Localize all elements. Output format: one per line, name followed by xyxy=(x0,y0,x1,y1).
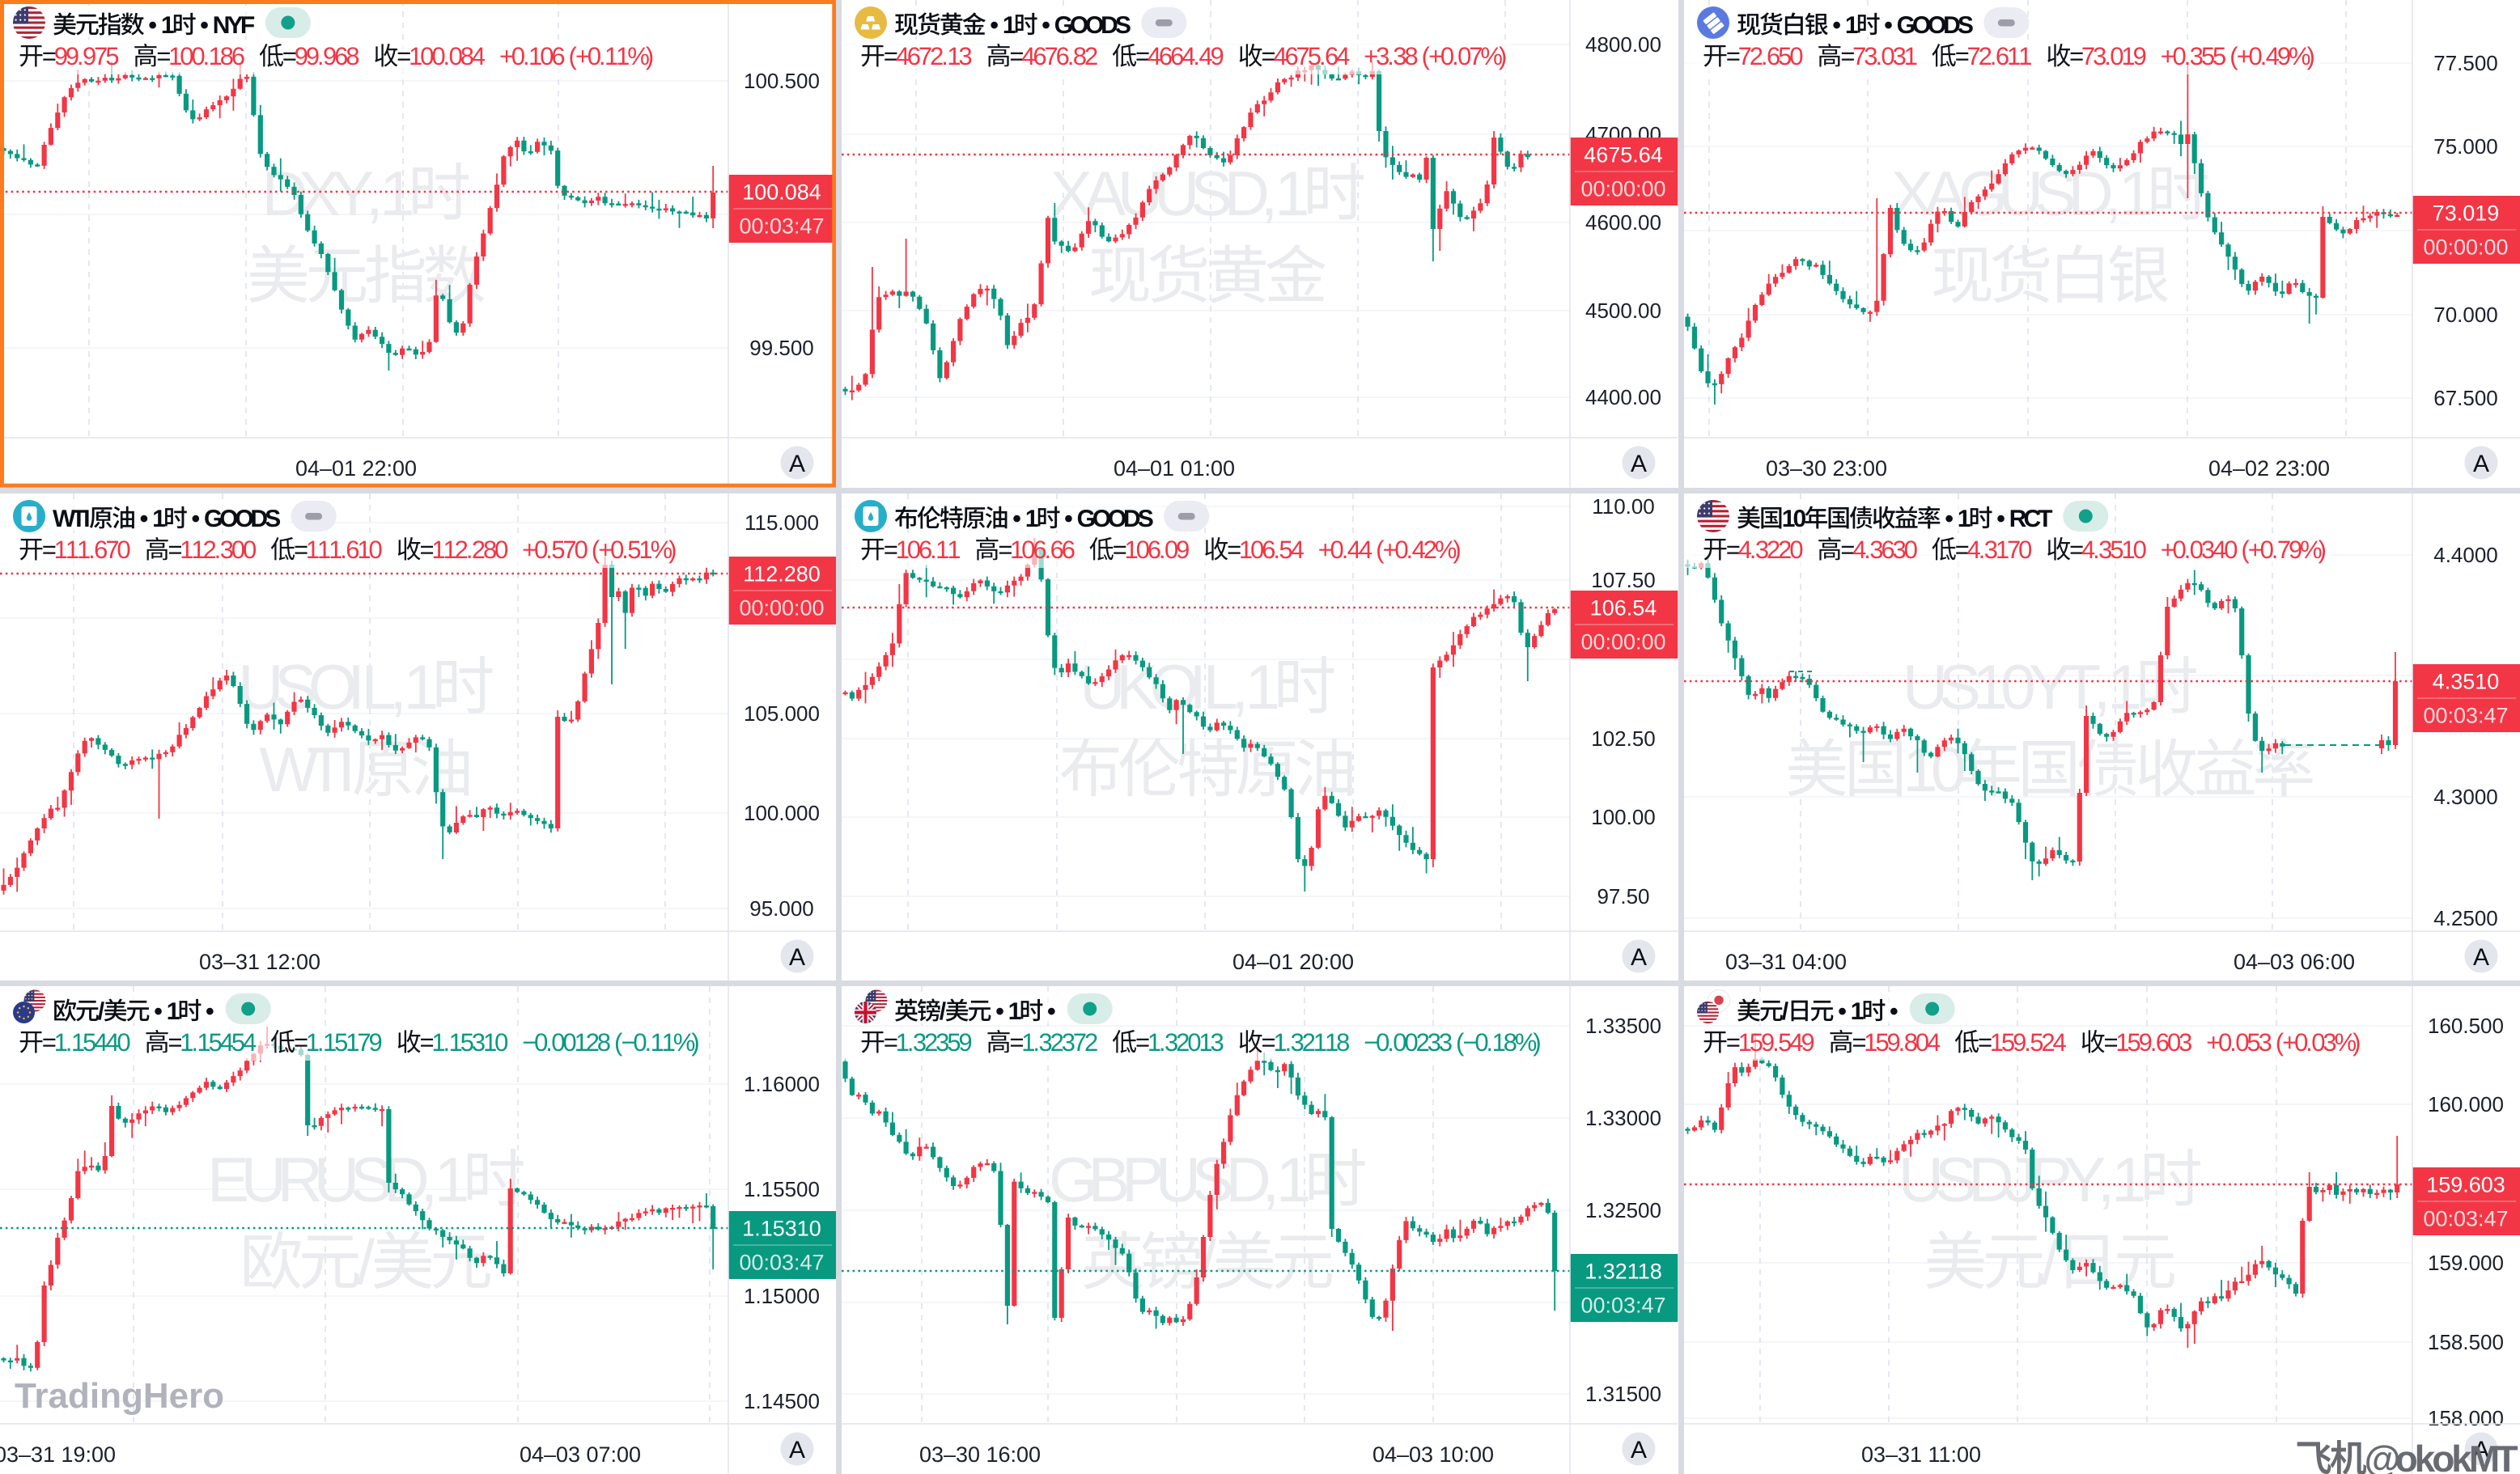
svg-text:100.084: 100.084 xyxy=(742,180,821,204)
svg-text:4.2500: 4.2500 xyxy=(2433,906,2497,930)
svg-text:107.50: 107.50 xyxy=(1592,568,1656,592)
svg-text:112.280: 112.280 xyxy=(743,561,821,586)
svg-text:70.000: 70.000 xyxy=(2433,303,2497,327)
svg-text:TradingHero: TradingHero xyxy=(15,1376,224,1416)
svg-text:1.14500: 1.14500 xyxy=(744,1389,820,1413)
svg-text:97.50: 97.50 xyxy=(1597,884,1650,909)
svg-text:00:00:00: 00:00:00 xyxy=(1581,629,1666,654)
svg-text:A: A xyxy=(1631,944,1647,971)
svg-text:1.31500: 1.31500 xyxy=(1585,1382,1661,1406)
svg-text:00:03:47: 00:03:47 xyxy=(2423,703,2508,727)
svg-text:00:03:47: 00:03:47 xyxy=(739,1251,824,1275)
svg-text:110.00: 110.00 xyxy=(1593,494,1656,519)
svg-text:03–30 23:00: 03–30 23:00 xyxy=(1766,456,1887,481)
svg-text:160.000: 160.000 xyxy=(2428,1092,2504,1116)
svg-text:100.500: 100.500 xyxy=(744,69,820,93)
svg-text:A: A xyxy=(2473,1437,2489,1463)
svg-text:00:00:00: 00:00:00 xyxy=(739,595,824,620)
svg-text:159.000: 159.000 xyxy=(2428,1251,2504,1275)
svg-text:100.00: 100.00 xyxy=(1592,805,1656,829)
svg-text:4.3000: 4.3000 xyxy=(2433,785,2497,809)
svg-text:4500.00: 4500.00 xyxy=(1585,299,1661,323)
svg-text:03–30 16:00: 03–30 16:00 xyxy=(919,1442,1041,1467)
svg-text:03–31 04:00: 03–31 04:00 xyxy=(1725,950,1847,974)
svg-text:73.019: 73.019 xyxy=(2432,201,2499,225)
svg-text:100.000: 100.000 xyxy=(744,801,820,825)
svg-text:00:00:00: 00:00:00 xyxy=(2423,235,2508,259)
svg-text:1.32118: 1.32118 xyxy=(1585,1260,1663,1284)
svg-text:158.500: 158.500 xyxy=(2428,1330,2504,1354)
svg-text:4.3510: 4.3510 xyxy=(2432,669,2499,693)
svg-text:A: A xyxy=(2473,944,2489,971)
svg-text:1.15500: 1.15500 xyxy=(744,1177,820,1201)
svg-text:00:03:47: 00:03:47 xyxy=(739,214,824,238)
svg-text:04–02 23:00: 04–02 23:00 xyxy=(2208,456,2330,481)
svg-text:4800.00: 4800.00 xyxy=(1585,32,1661,57)
svg-text:1.32500: 1.32500 xyxy=(1585,1198,1661,1222)
svg-text:A: A xyxy=(2473,451,2489,477)
svg-text:95.000: 95.000 xyxy=(749,896,813,921)
svg-text:04–03 06:00: 04–03 06:00 xyxy=(2234,950,2355,974)
svg-text:04–01 01:00: 04–01 01:00 xyxy=(1114,456,1235,481)
svg-text:1.33000: 1.33000 xyxy=(1585,1106,1661,1130)
svg-text:1.33500: 1.33500 xyxy=(1585,1014,1661,1038)
svg-text:67.500: 67.500 xyxy=(2433,386,2497,410)
svg-text:158.000: 158.000 xyxy=(2428,1406,2504,1430)
svg-text:A: A xyxy=(789,451,805,477)
svg-text:115.000: 115.000 xyxy=(745,510,819,535)
svg-text:4675.64: 4675.64 xyxy=(1585,142,1664,167)
svg-text:04–03 07:00: 04–03 07:00 xyxy=(520,1442,641,1467)
svg-text:00:03:47: 00:03:47 xyxy=(2423,1207,2508,1231)
svg-text:00:00:00: 00:00:00 xyxy=(1581,176,1666,201)
svg-text:159.603: 159.603 xyxy=(2426,1173,2505,1197)
svg-text:00:03:47: 00:03:47 xyxy=(1581,1294,1666,1318)
svg-text:160.500: 160.500 xyxy=(2428,1014,2504,1038)
svg-text:75.000: 75.000 xyxy=(2433,134,2497,159)
svg-text:1.15310: 1.15310 xyxy=(742,1217,821,1241)
svg-text:04–03 10:00: 04–03 10:00 xyxy=(1372,1442,1494,1467)
svg-text:1.16000: 1.16000 xyxy=(744,1072,820,1096)
svg-text:105.000: 105.000 xyxy=(744,701,820,726)
svg-text:4600.00: 4600.00 xyxy=(1585,210,1661,235)
svg-text:1.15000: 1.15000 xyxy=(744,1284,820,1308)
svg-text:A: A xyxy=(789,944,805,971)
svg-text:04–01 22:00: 04–01 22:00 xyxy=(295,456,417,481)
svg-text:A: A xyxy=(1631,1437,1647,1463)
svg-text:102.50: 102.50 xyxy=(1592,726,1656,751)
svg-text:4400.00: 4400.00 xyxy=(1585,385,1661,409)
svg-text:03–31 19:00: 03–31 19:00 xyxy=(0,1442,116,1467)
svg-text:03–31 12:00: 03–31 12:00 xyxy=(199,950,320,974)
svg-text:106.54: 106.54 xyxy=(1590,595,1657,620)
svg-text:99.500: 99.500 xyxy=(749,336,813,360)
svg-text:4.4000: 4.4000 xyxy=(2433,543,2497,567)
svg-text:A: A xyxy=(789,1437,805,1463)
svg-text:03–31 11:00: 03–31 11:00 xyxy=(1861,1442,1981,1467)
svg-text:04–01 20:00: 04–01 20:00 xyxy=(1232,950,1354,974)
svg-text:77.500: 77.500 xyxy=(2433,51,2497,75)
svg-text:A: A xyxy=(1631,451,1647,477)
